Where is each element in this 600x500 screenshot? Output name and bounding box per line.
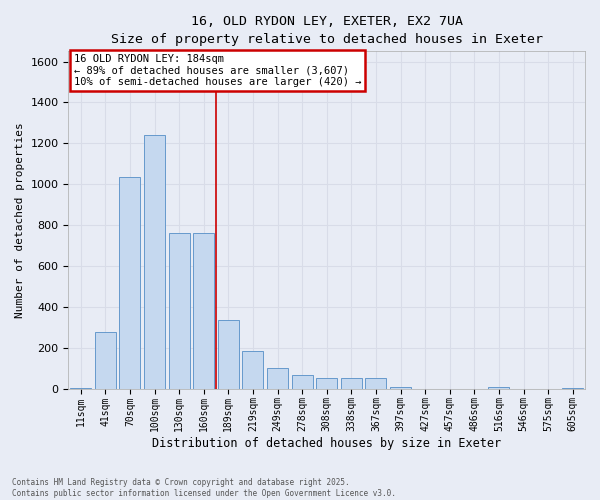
Bar — [193, 233, 214, 388]
Bar — [365, 378, 386, 388]
Bar — [144, 135, 165, 388]
Y-axis label: Number of detached properties: Number of detached properties — [15, 122, 25, 318]
Bar — [267, 368, 288, 388]
Bar — [95, 332, 116, 388]
Bar — [341, 378, 362, 388]
Bar — [292, 374, 313, 388]
Text: Contains HM Land Registry data © Crown copyright and database right 2025.
Contai: Contains HM Land Registry data © Crown c… — [12, 478, 396, 498]
Bar — [316, 378, 337, 388]
Bar — [169, 233, 190, 388]
Bar — [390, 387, 411, 388]
X-axis label: Distribution of detached houses by size in Exeter: Distribution of detached houses by size … — [152, 437, 501, 450]
Bar — [218, 320, 239, 388]
Title: 16, OLD RYDON LEY, EXETER, EX2 7UA
Size of property relative to detached houses : 16, OLD RYDON LEY, EXETER, EX2 7UA Size … — [111, 15, 543, 46]
Text: 16 OLD RYDON LEY: 184sqm
← 89% of detached houses are smaller (3,607)
10% of sem: 16 OLD RYDON LEY: 184sqm ← 89% of detach… — [74, 54, 361, 88]
Bar — [119, 177, 140, 388]
Bar — [488, 387, 509, 388]
Bar — [242, 350, 263, 389]
